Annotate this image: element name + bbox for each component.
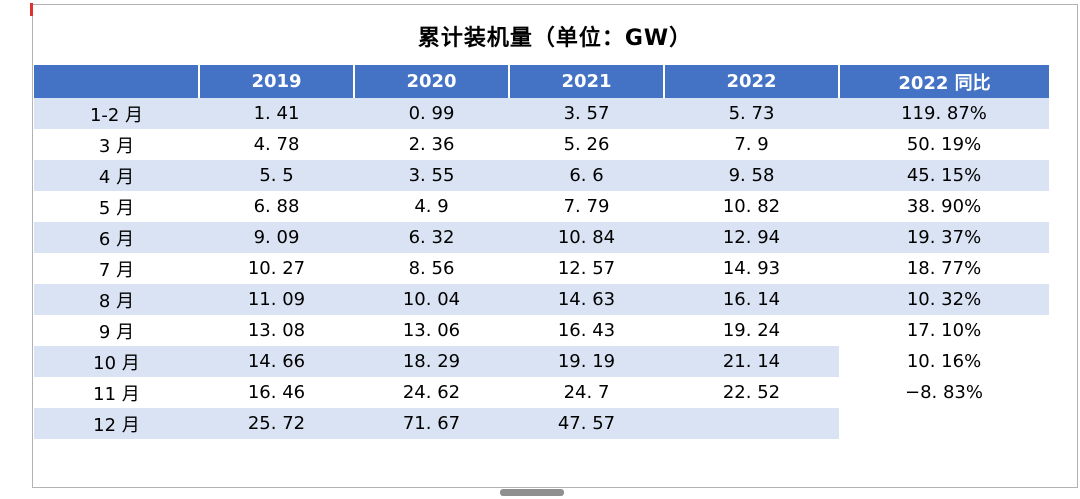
value-cell: 2. 36	[408, 134, 455, 155]
value-cell: 119. 87%	[839, 98, 1049, 129]
value-cell: 21. 14	[664, 346, 839, 377]
table-body: 1-2 月 1. 41 0. 99 3. 57 5. 73 119. 87% 3 月 4. 7…	[34, 98, 1049, 439]
value-cell: 10. 32%	[839, 284, 1049, 315]
row-label-cell: 8 月	[34, 284, 199, 315]
value-cell	[839, 408, 1049, 439]
value-cell: 71. 67	[354, 408, 509, 439]
value-cell: 14. 66	[199, 346, 354, 377]
value-cell: 11. 09	[199, 284, 354, 315]
value-cell: 5. 26	[563, 134, 610, 155]
value-cell: 10. 04	[354, 284, 509, 315]
header-cell-2022-yoy: 2022 同比	[839, 65, 1049, 98]
table-row: 9 月 13. 08 13. 06 16. 43 19. 24 17. 10%	[34, 315, 1049, 346]
row-label-cell: 4 月	[34, 160, 199, 191]
value-cell: 47. 57	[509, 408, 664, 439]
table-row: 4 月 5. 5 3. 55 6. 6 9. 58 45. 15%	[34, 160, 1049, 191]
value-cell	[664, 408, 839, 439]
value-cell: 10. 16%	[839, 346, 1049, 377]
value-cell: 3. 55	[354, 160, 509, 191]
row-label-cell: 1-2 月	[34, 98, 199, 129]
red-cursor-mark	[30, 3, 33, 16]
value-cell: 7. 9	[734, 134, 769, 155]
value-cell: 22. 52	[722, 382, 781, 403]
value-cell: 18. 29	[354, 346, 509, 377]
table-header: 2019 2020 2021 2022 2022 同比	[34, 65, 1049, 98]
row-label-cell: 11 月	[93, 383, 140, 405]
row-label-cell: 10 月	[34, 346, 199, 377]
value-cell: 38. 90%	[906, 196, 982, 217]
header-cell-2022: 2022	[664, 65, 840, 98]
header-cell-month	[34, 65, 200, 98]
table-row: 3 月 4. 78 2. 36 5. 26 7. 9 50. 19%	[34, 129, 1049, 160]
value-cell: 10. 27	[247, 258, 306, 279]
value-cell: 10. 82	[722, 196, 781, 217]
value-cell: 16. 14	[664, 284, 839, 315]
table-row: 1-2 月 1. 41 0. 99 3. 57 5. 73 119. 87%	[34, 98, 1049, 129]
value-cell: 18. 77%	[906, 258, 982, 279]
value-cell: 16. 43	[557, 320, 616, 341]
value-cell: 14. 93	[722, 258, 781, 279]
value-cell: 4. 78	[253, 134, 300, 155]
value-cell: 9. 09	[199, 222, 354, 253]
table-row: 12 月 25. 72 71. 67 47. 57	[34, 408, 1049, 439]
value-cell: 45. 15%	[839, 160, 1049, 191]
table-row: 11 月 16. 46 24. 62 24. 7 22. 52 −8. 83%	[34, 377, 1049, 408]
value-cell: 5. 73	[664, 98, 839, 129]
table-row: 8 月 11. 09 10. 04 14. 63 16. 14 10. 32%	[34, 284, 1049, 315]
value-cell: 24. 7	[563, 382, 610, 403]
table-title: 累计装机量（单位：GW）	[417, 26, 693, 51]
table-row: 6 月 9. 09 6. 32 10. 84 12. 94 19. 37%	[34, 222, 1049, 253]
table-row: 5 月 6. 88 4. 9 7. 79 10. 82 38. 90%	[34, 191, 1049, 222]
table-row: 7 月 10. 27 8. 56 12. 57 14. 93 18. 77%	[34, 253, 1049, 284]
value-cell: 24. 62	[402, 382, 461, 403]
row-label-cell: 7 月	[98, 259, 135, 281]
value-cell: 19. 19	[509, 346, 664, 377]
value-cell: 12. 57	[557, 258, 616, 279]
value-cell: −8. 83%	[905, 382, 983, 403]
row-label-cell: 3 月	[98, 135, 135, 157]
value-cell: 10. 84	[509, 222, 664, 253]
installed-capacity-table: 2019 2020 2021 2022 2022 同比 1-2 月 1. 41 0.…	[34, 65, 1049, 439]
value-cell: 3. 57	[509, 98, 664, 129]
header-row: 2019 2020 2021 2022 2022 同比	[34, 65, 1049, 98]
row-label-cell: 6 月	[34, 222, 199, 253]
value-cell: 6. 6	[509, 160, 664, 191]
value-cell: 13. 08	[247, 320, 306, 341]
value-cell: 6. 32	[354, 222, 509, 253]
row-label-cell: 12 月	[34, 408, 199, 439]
value-cell: 16. 46	[247, 382, 306, 403]
value-cell: 13. 06	[402, 320, 461, 341]
value-cell: 0. 99	[354, 98, 509, 129]
value-cell: 17. 10%	[906, 320, 982, 341]
row-label-cell: 5 月	[98, 197, 135, 219]
value-cell: 19. 24	[722, 320, 781, 341]
value-cell: 5. 5	[199, 160, 354, 191]
value-cell: 14. 63	[509, 284, 664, 315]
header-cell-2021: 2021	[509, 65, 665, 98]
value-cell: 9. 58	[664, 160, 839, 191]
value-cell: 1. 41	[199, 98, 354, 129]
header-cell-2020: 2020	[354, 65, 510, 98]
table-row: 10 月 14. 66 18. 29 19. 19 21. 14 10. 16%	[34, 346, 1049, 377]
value-cell: 4. 9	[414, 196, 449, 217]
table-canvas: 累计装机量（单位：GW） 2019 2020 2021 2022 2022 同比…	[32, 4, 1078, 488]
row-label-cell: 9 月	[98, 321, 135, 343]
value-cell: 50. 19%	[906, 134, 982, 155]
value-cell: 7. 79	[563, 196, 610, 217]
horizontal-scrollbar-thumb[interactable]	[500, 489, 564, 496]
value-cell: 8. 56	[408, 258, 455, 279]
value-cell: 6. 88	[253, 196, 300, 217]
header-cell-2019: 2019	[199, 65, 355, 98]
value-cell: 19. 37%	[839, 222, 1049, 253]
value-cell: 12. 94	[664, 222, 839, 253]
value-cell: 25. 72	[199, 408, 354, 439]
